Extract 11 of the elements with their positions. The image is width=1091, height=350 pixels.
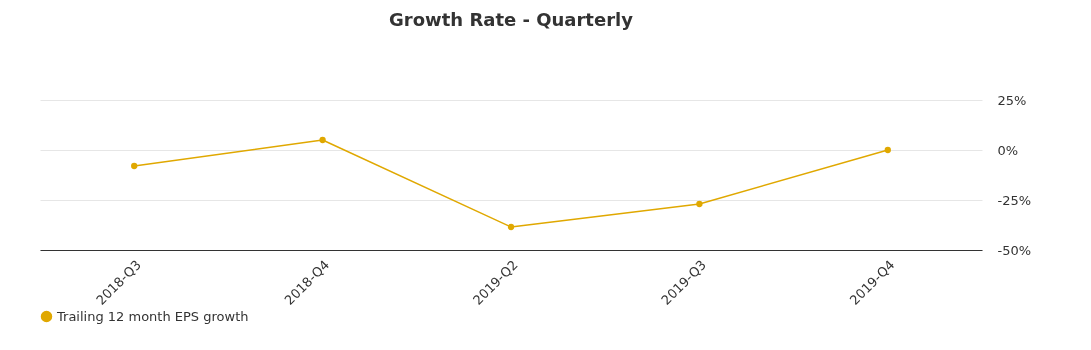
point	[884, 146, 891, 154]
chart-title: Growth Rate - Quarterly	[389, 9, 634, 30]
y-tick-label: -25%	[997, 192, 1032, 208]
y-tick-label: 25%	[997, 92, 1027, 108]
point	[696, 200, 703, 208]
point	[319, 136, 326, 144]
point	[131, 162, 138, 170]
legend-label: Trailing 12 month EPS growth	[56, 308, 249, 324]
y-tick-label: 0%	[997, 142, 1019, 158]
y-tick-label: -50%	[997, 242, 1032, 258]
point	[507, 223, 515, 231]
